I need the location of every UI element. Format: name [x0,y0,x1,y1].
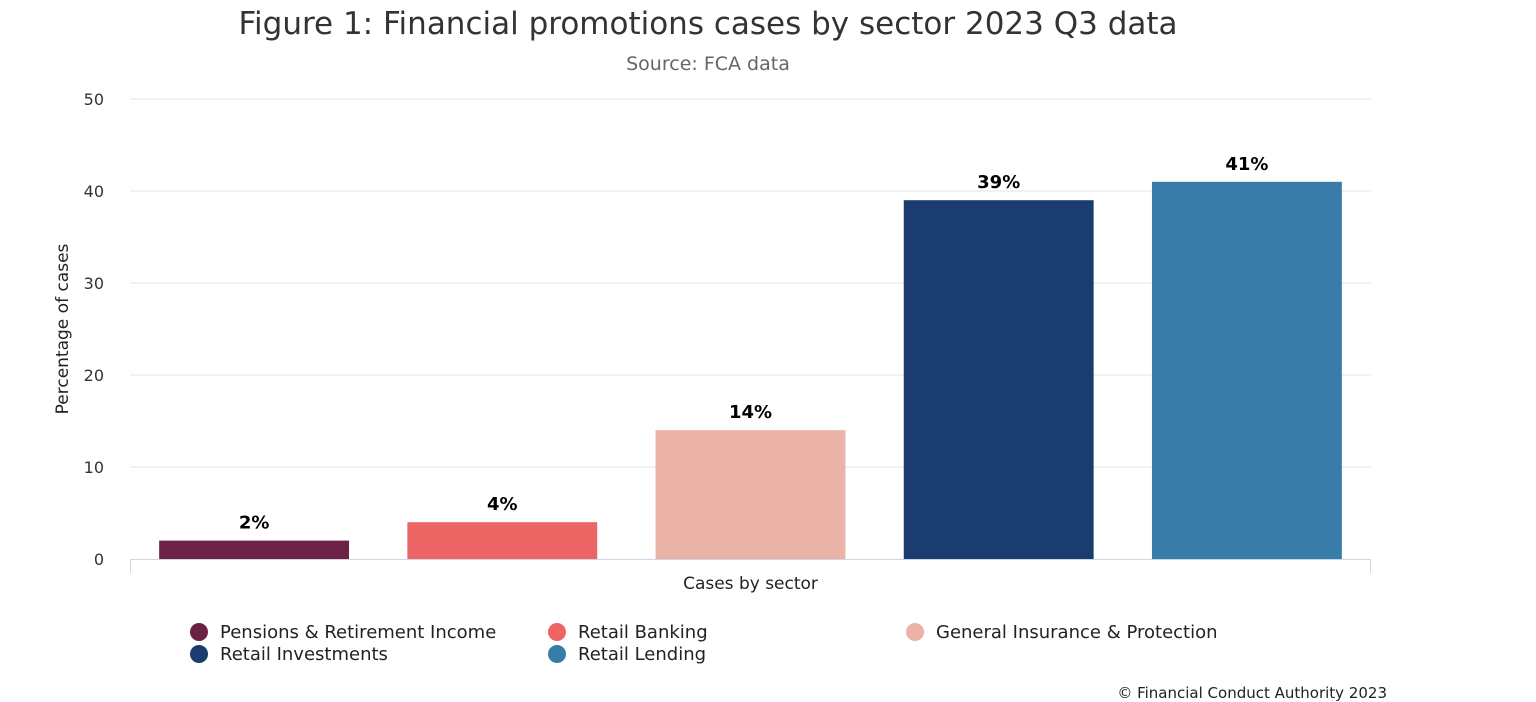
legend-swatch-icon [906,623,924,641]
legend-item-1[interactable]: Pensions & Retirement Income [190,622,496,643]
bar-2[interactable] [407,522,598,559]
bar-4[interactable] [903,200,1094,559]
y-tick-label-40: 40 [84,182,104,201]
bar-1[interactable] [159,540,350,559]
legend-swatch-icon [548,645,566,663]
legend-label: Retail Banking [578,622,708,643]
legend-item-4[interactable]: Retail Investments [190,644,388,665]
y-tick-label-20: 20 [84,366,104,385]
y-tick-label-50: 50 [84,90,104,109]
y-tick-label-0: 0 [94,550,104,569]
x-axis-title: Cases by sector [683,574,818,594]
bar-data-labels: 2% 4% 14% 39% 41% [239,154,1269,534]
copyright-credit: © Financial Conduct Authority 2023 [1117,684,1387,702]
bar-data-label-2: 4% [487,494,518,515]
legend-swatch-icon [548,623,566,641]
y-tick-label-30: 30 [84,274,104,293]
legend-label: Retail Lending [578,644,707,665]
legend-item-5[interactable]: Retail Lending [548,644,706,665]
bar-data-label-3: 14% [729,402,772,423]
chart-title: Figure 1: Financial promotions cases by … [238,6,1178,42]
bar-data-label-5: 41% [1225,154,1268,175]
legend-item-2[interactable]: Retail Banking [548,622,708,643]
bar-data-label-1: 2% [239,513,270,534]
legend-label: Pensions & Retirement Income [220,622,497,643]
bar-5[interactable] [1151,181,1342,560]
y-tick-label-10: 10 [84,458,104,477]
bars [159,181,1342,560]
chart-subtitle: Source: FCA data [626,53,790,75]
legend-label: General Insurance & Protection [936,622,1218,643]
legend-swatch-icon [190,645,208,663]
bar-data-label-4: 39% [977,172,1020,193]
legend-swatch-icon [190,623,208,641]
y-axis-ticks: 0 10 20 30 40 50 [84,90,104,569]
y-axis-title: Percentage of cases [53,243,73,414]
bar-3[interactable] [655,430,846,559]
legend-item-3[interactable]: General Insurance & Protection [906,622,1218,643]
legend-label: Retail Investments [220,644,388,665]
